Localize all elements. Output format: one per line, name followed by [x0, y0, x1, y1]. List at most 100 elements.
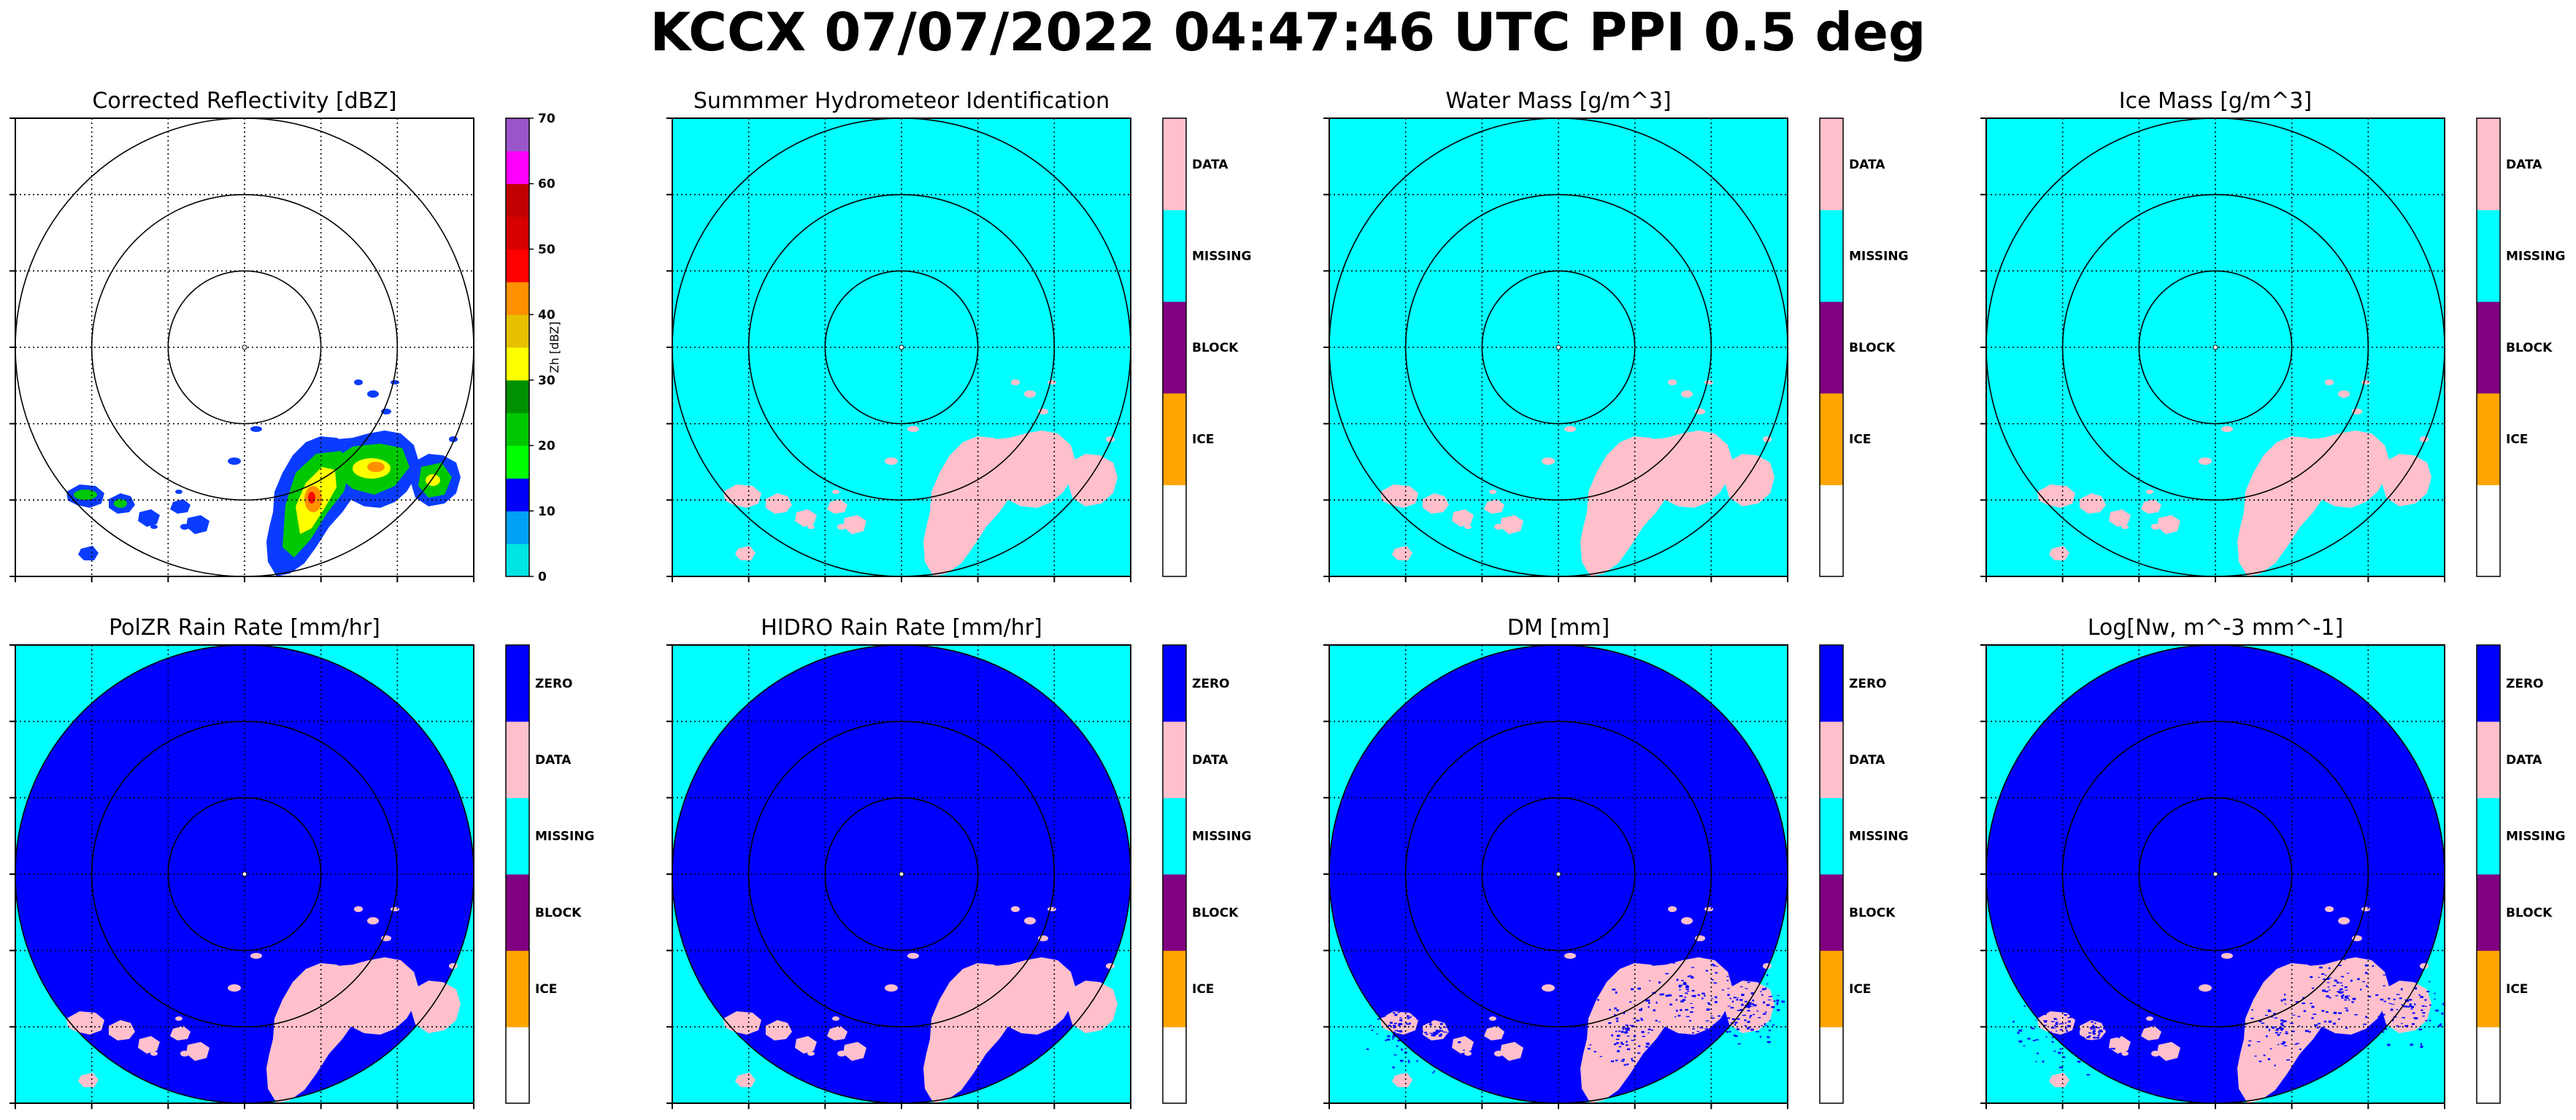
speckle: [2059, 1048, 2062, 1050]
speckle: [2405, 1006, 2408, 1008]
speckle: [2104, 1024, 2109, 1027]
speckle: [1726, 1031, 1729, 1033]
speckle: [2026, 992, 2028, 994]
colorbar-segment: [2477, 950, 2500, 1027]
small-echo: [1564, 426, 1576, 432]
colorbar-segment: [506, 183, 529, 217]
speckle: [2362, 981, 2365, 983]
speckle: [2276, 1028, 2279, 1030]
speckle: [2056, 1021, 2058, 1024]
speckle: [2111, 1007, 2115, 1009]
speckle: [2333, 1011, 2337, 1014]
speckle: [2352, 997, 2356, 1000]
speckle: [1407, 1059, 1410, 1061]
speckle: [1760, 991, 1762, 992]
speckle: [2442, 1003, 2445, 1005]
speckle: [1674, 1016, 1677, 1018]
small-echo: [1047, 380, 1056, 385]
radar-panel: HIDRO Rain Rate [mm/hr] ICE BLOCK MISSING DA…: [666, 615, 1251, 1109]
colorbar-segment: [506, 379, 529, 414]
colorbar-category-label: MISSING: [535, 830, 594, 844]
speckle: [2066, 1030, 2068, 1032]
speckle: [2077, 1061, 2080, 1062]
speckle: [1463, 1049, 1465, 1051]
speckle: [2360, 989, 2362, 991]
speckle: [2044, 1013, 2047, 1016]
speckle: [2119, 1053, 2122, 1055]
speckle: [1451, 1070, 1454, 1072]
speckle: [2039, 1008, 2042, 1010]
speckle: [1429, 1042, 1431, 1044]
speckle: [1631, 1060, 1635, 1062]
speckle: [1648, 1032, 1650, 1034]
speckle: [1411, 1043, 1415, 1045]
colorbar-category-label: MISSING: [2506, 830, 2565, 844]
colorbar: ICE BLOCK MISSING DATA: [1819, 117, 1908, 577]
colorbar-tick-label: 70: [538, 112, 555, 126]
speckle: [1624, 1028, 1626, 1030]
speckle: [1615, 1030, 1618, 1032]
west-cell-5: [1500, 515, 1523, 534]
speckle: [2420, 996, 2423, 998]
colorbar-category-label: MISSING: [2506, 249, 2565, 263]
speckle: [1636, 1019, 1640, 1021]
speckle: [1371, 1030, 1374, 1031]
colorbar-segment: [506, 150, 529, 185]
speckle: [2118, 1035, 2121, 1038]
speckle: [1442, 1019, 1446, 1021]
speckle: [1397, 1005, 1400, 1007]
speckle: [2280, 1028, 2284, 1030]
speckle: [1436, 1030, 1439, 1031]
west-cell-3: [1452, 509, 1474, 527]
speckle: [1683, 983, 1687, 985]
speckle: [1393, 1054, 1397, 1056]
speckle: [1399, 1017, 1402, 1019]
speckle: [2326, 1011, 2329, 1013]
speckle: [2337, 991, 2340, 992]
speckle: [2282, 1041, 2286, 1043]
west-cell-4: [170, 1026, 191, 1040]
speckle: [2377, 1016, 2382, 1018]
speckle: [1466, 1030, 1470, 1032]
speckle: [1741, 1003, 1744, 1006]
speckle: [1432, 1035, 1436, 1037]
speckle: [1679, 995, 1683, 997]
speckle: [2375, 994, 2379, 996]
speckle: [1420, 1030, 1423, 1033]
speckle: [1762, 1013, 1766, 1015]
colorbar-segment: [506, 1027, 529, 1104]
speckle: [2062, 1035, 2066, 1038]
speckle: [2421, 1009, 2423, 1011]
speckle: [1711, 998, 1713, 1000]
speckle: [2339, 989, 2343, 991]
speckle: [2110, 1048, 2113, 1049]
colorbar-category-label: DATA: [1192, 753, 1229, 768]
speckle: [1704, 995, 1706, 997]
colorbar-tick-label: 40: [538, 308, 555, 323]
speckle: [1715, 1001, 1718, 1003]
speckle: [1450, 1019, 1454, 1021]
speckle: [2118, 1030, 2121, 1033]
small-echo: [1681, 917, 1693, 924]
speckle: [1443, 1019, 1446, 1020]
speckle: [2091, 1021, 2094, 1023]
speckle: [1731, 1018, 1735, 1021]
speckle: [2103, 1027, 2106, 1030]
speckle: [2290, 1022, 2294, 1024]
colorbar-segment: [1163, 209, 1186, 302]
speckle: [2279, 1032, 2282, 1034]
small-echo: [1494, 524, 1503, 530]
speckle: [1729, 1030, 1731, 1032]
speckle: [1366, 1048, 1369, 1051]
speckle: [1730, 1007, 1734, 1009]
speckle: [2069, 1035, 2073, 1037]
speckle: [1745, 1000, 1748, 1003]
speckle: [2399, 1026, 2402, 1027]
speckle: [2074, 1005, 2077, 1007]
speckle: [1463, 1024, 1466, 1027]
colorbar-segment: [1163, 118, 1186, 211]
speckle: [1647, 999, 1650, 1002]
speckle: [2097, 1035, 2100, 1037]
speckle: [2339, 982, 2343, 984]
speckle: [2403, 1005, 2406, 1008]
